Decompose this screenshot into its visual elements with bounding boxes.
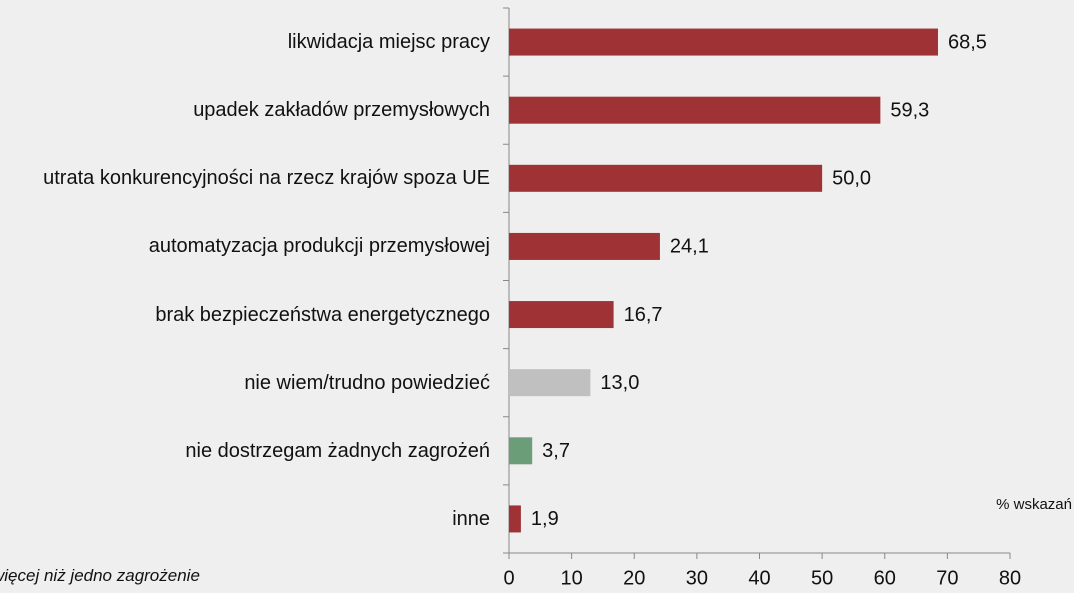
bar bbox=[509, 369, 591, 397]
category-label-box: utrata konkurencyjności na rzecz krajów … bbox=[43, 144, 490, 212]
y-tick-label: upadek zakładów przemysłowych bbox=[193, 99, 490, 122]
bar bbox=[509, 96, 881, 124]
x-tick-label: 0 bbox=[503, 567, 514, 589]
data-label: 50,0 bbox=[832, 168, 871, 190]
data-label: 1,9 bbox=[531, 508, 559, 530]
category-label-box: brak bezpieczeństwa energetycznego bbox=[155, 281, 490, 349]
y-tick-label: nie dostrzegam żadnych zagrożeń bbox=[185, 439, 490, 462]
x-tick-label: 20 bbox=[623, 567, 645, 589]
bar bbox=[509, 164, 823, 192]
data-label: 68,5 bbox=[948, 31, 987, 53]
bar bbox=[509, 28, 938, 56]
bar bbox=[509, 232, 660, 260]
x-tick-label: 30 bbox=[686, 567, 708, 589]
bar bbox=[509, 505, 521, 533]
bar bbox=[509, 437, 533, 465]
y-tick-label: inne bbox=[452, 507, 490, 530]
data-label: 24,1 bbox=[670, 236, 709, 258]
y-tick-label: utrata konkurencyjności na rzecz krajów … bbox=[43, 167, 490, 190]
x-tick-label: 70 bbox=[936, 567, 958, 589]
data-label: 13,0 bbox=[600, 372, 639, 394]
y-tick-label: nie wiem/trudno powiedzieć bbox=[244, 371, 490, 394]
category-label-box: inne bbox=[452, 485, 490, 553]
category-label-box: automatyzacja produkcji przemysłowej bbox=[149, 212, 490, 280]
bar bbox=[509, 301, 614, 329]
category-label-box: upadek zakładów przemysłowych bbox=[193, 76, 490, 144]
category-label-box: nie wiem/trudno powiedzieć bbox=[244, 349, 490, 417]
data-label: 59,3 bbox=[890, 99, 929, 121]
category-label-box: likwidacja miejsc pracy bbox=[288, 8, 490, 76]
footnote: więcej niż jedno zagrożenie bbox=[0, 566, 200, 585]
x-tick-label: 60 bbox=[874, 567, 896, 589]
y-tick-label: likwidacja miejsc pracy bbox=[287, 31, 490, 54]
data-label: 16,7 bbox=[624, 304, 663, 326]
x-axis-label: % wskazań bbox=[996, 496, 1072, 513]
data-label: 3,7 bbox=[542, 440, 570, 462]
x-tick-label: 40 bbox=[748, 567, 770, 589]
x-tick-label: 50 bbox=[811, 567, 833, 589]
category-label-box: nie dostrzegam żadnych zagrożeń bbox=[185, 417, 490, 485]
y-tick-label: brak bezpieczeństwa energetycznego bbox=[155, 303, 490, 326]
y-tick-label: automatyzacja produkcji przemysłowej bbox=[148, 235, 490, 258]
x-tick-label: 10 bbox=[561, 567, 583, 589]
x-tick-label: 80 bbox=[999, 567, 1021, 589]
